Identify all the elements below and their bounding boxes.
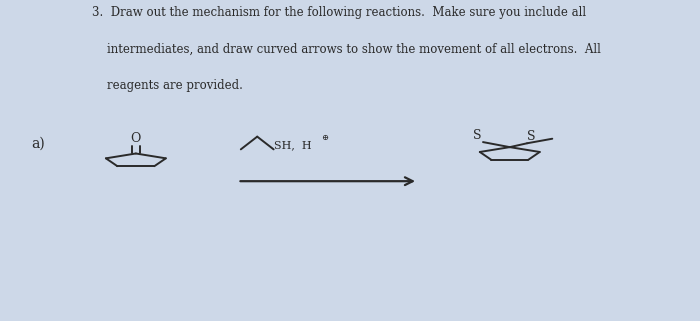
Text: O: O (131, 132, 141, 144)
Text: ⊕: ⊕ (321, 134, 328, 142)
Text: a): a) (31, 137, 45, 151)
Text: intermediates, and draw curved arrows to show the movement of all electrons.  Al: intermediates, and draw curved arrows to… (92, 43, 601, 56)
Text: S: S (526, 130, 535, 143)
Text: SH,  H: SH, H (274, 140, 312, 150)
Text: reagents are provided.: reagents are provided. (92, 79, 243, 92)
Text: 3.  Draw out the mechanism for the following reactions.  Make sure you include a: 3. Draw out the mechanism for the follow… (92, 6, 586, 19)
Text: S: S (473, 129, 482, 142)
